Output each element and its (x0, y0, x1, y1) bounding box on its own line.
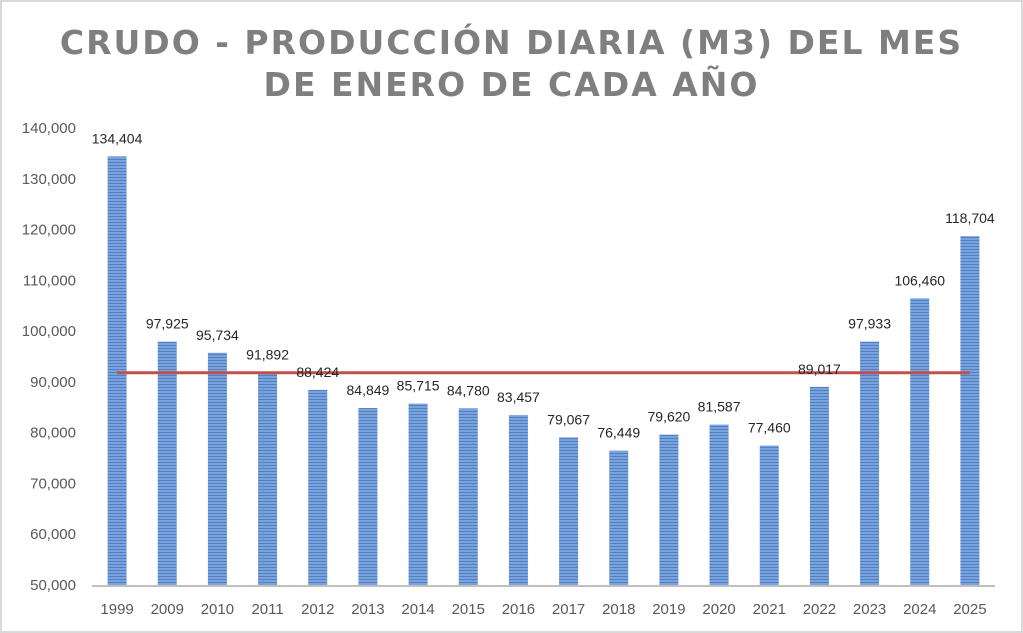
x-tick-label: 2021 (753, 601, 786, 618)
y-tick-label: 60,000 (30, 526, 76, 543)
bar-2018 (609, 450, 629, 585)
bar-2025 (960, 236, 980, 585)
x-tick-label: 2023 (853, 601, 886, 618)
y-tick-label: 130,000 (22, 171, 76, 188)
data-label-2015: 84,780 (447, 382, 490, 398)
x-tick-label: 2022 (803, 601, 836, 618)
bar-2019 (659, 434, 679, 585)
data-labels: 134,404 97,925 95,734 91,892 88,424 84,849 85,… (92, 130, 995, 440)
x-tick-label: 2012 (301, 601, 334, 618)
data-label-2014: 85,715 (397, 378, 440, 394)
y-tick-label: 70,000 (30, 475, 76, 492)
bar-2015 (458, 408, 478, 585)
data-label-2018: 76,449 (597, 425, 640, 441)
chart-title: CRUDO - PRODUCCIÓN DIARIA (M3) DEL MES D… (0, 22, 1023, 106)
x-tick-label: 2009 (151, 601, 184, 618)
chart-title-line-2: DE ENERO DE CADA AÑO (263, 65, 760, 104)
data-label-2019: 79,620 (648, 409, 691, 425)
y-tick-label: 140,000 (22, 120, 76, 137)
data-label-1999: 134,404 (92, 130, 143, 146)
data-label-2023: 97,933 (848, 316, 891, 332)
y-tick-label: 90,000 (30, 374, 76, 391)
x-tick-label: 2016 (502, 601, 535, 618)
x-tick-label: 2024 (903, 601, 936, 618)
bar-2021 (759, 445, 779, 585)
data-label-2013: 84,849 (347, 382, 390, 398)
bar-2020 (709, 424, 729, 585)
data-label-2022: 89,017 (798, 361, 841, 377)
data-label-2021: 77,460 (748, 420, 791, 436)
data-label-2017: 79,067 (547, 411, 590, 427)
bar-2011 (258, 372, 278, 585)
x-tick-label: 2015 (452, 601, 485, 618)
bar-2012 (308, 389, 328, 585)
y-tick-label: 50,000 (30, 577, 76, 594)
y-tick-label: 120,000 (22, 222, 76, 239)
x-axis-ticks: 1999 2009 2010 2011 2012 2013 2014 2015 2016 2017… (100, 601, 986, 618)
x-tick-label: 2014 (401, 601, 434, 618)
x-tick-label: 2013 (351, 601, 384, 618)
x-tick-label: 2019 (652, 601, 685, 618)
bars (107, 156, 980, 586)
chart-title-line-1: CRUDO - PRODUCCIÓN DIARIA (M3) DEL MES (59, 23, 964, 62)
data-label-2010: 95,734 (196, 327, 239, 343)
x-tick-label: 2018 (602, 601, 635, 618)
x-tick-label: 2020 (702, 601, 735, 618)
y-tick-label: 110,000 (23, 272, 76, 289)
x-tick-label: 1999 (100, 601, 133, 618)
y-axis-ticks: 50,000 60,000 70,000 80,000 90,000 100,000 110… (22, 120, 76, 594)
data-label-2024: 106,460 (894, 272, 945, 288)
data-label-2011: 91,892 (246, 346, 289, 362)
y-tick-label: 80,000 (30, 425, 76, 442)
bar-2013 (358, 408, 378, 585)
bar-2024 (910, 298, 930, 585)
bar-2022 (809, 386, 829, 585)
data-label-2009: 97,925 (146, 316, 189, 332)
x-tick-label: 2017 (552, 601, 585, 618)
data-label-2016: 83,457 (497, 389, 540, 405)
bar-2014 (408, 403, 428, 585)
data-label-2025: 118,704 (945, 210, 995, 226)
bar-2009 (157, 341, 177, 585)
bar-2023 (860, 341, 880, 585)
x-tick-label: 2025 (953, 601, 986, 618)
bar-2010 (207, 352, 227, 585)
bar-1999 (107, 156, 127, 586)
data-label-2012: 88,424 (296, 364, 339, 380)
data-label-2020: 81,587 (698, 399, 741, 415)
bar-2016 (508, 415, 528, 585)
y-tick-label: 100,000 (22, 323, 76, 340)
x-tick-label: 2010 (201, 601, 234, 618)
bar-2017 (559, 437, 579, 585)
x-tick-label: 2011 (251, 601, 283, 618)
